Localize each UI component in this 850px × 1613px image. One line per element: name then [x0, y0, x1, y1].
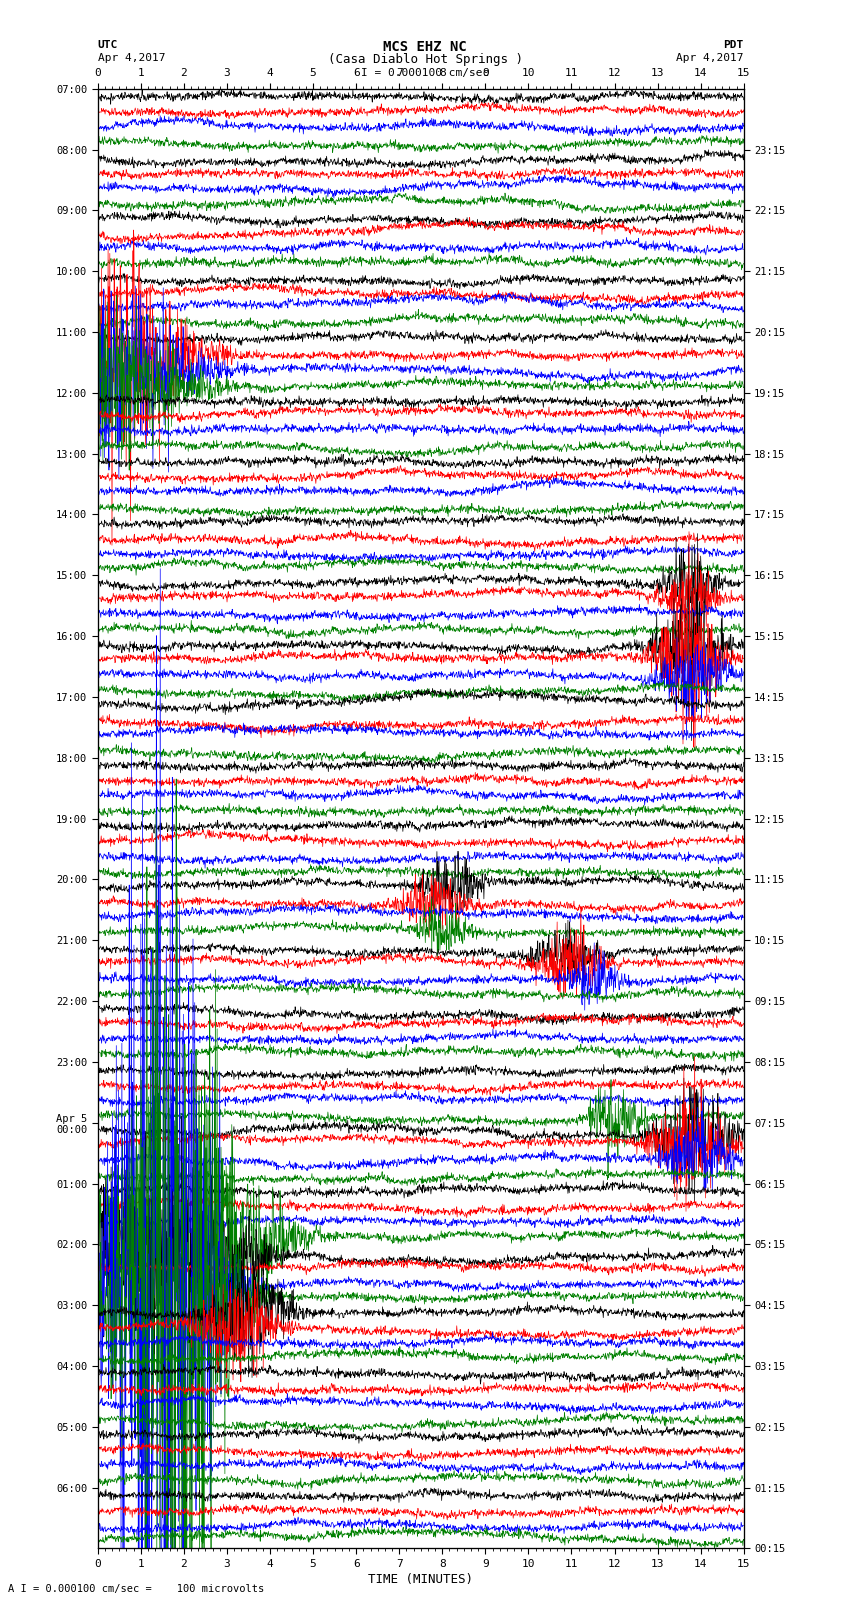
Text: (Casa Diablo Hot Springs ): (Casa Diablo Hot Springs ): [327, 53, 523, 66]
Text: Apr 4,2017: Apr 4,2017: [677, 53, 744, 63]
Text: A I = 0.000100 cm/sec =    100 microvolts: A I = 0.000100 cm/sec = 100 microvolts: [8, 1584, 264, 1594]
X-axis label: TIME (MINUTES): TIME (MINUTES): [368, 1573, 473, 1586]
Text: UTC: UTC: [98, 40, 118, 50]
Text: I = 0.000100 cm/sec: I = 0.000100 cm/sec: [361, 68, 489, 77]
Text: Apr 4,2017: Apr 4,2017: [98, 53, 165, 63]
Text: PDT: PDT: [723, 40, 744, 50]
Text: MCS EHZ NC: MCS EHZ NC: [383, 40, 467, 55]
